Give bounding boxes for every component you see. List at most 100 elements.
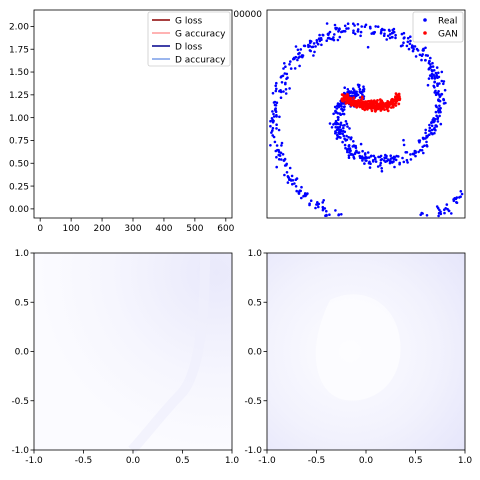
y-tick-label: 0.5 [248, 298, 262, 308]
real-point [313, 50, 316, 54]
heatmap-right-contour [315, 294, 401, 401]
real-point [428, 123, 431, 127]
real-point [339, 113, 343, 116]
real-point [417, 150, 420, 154]
real-point [339, 136, 342, 139]
real-point [334, 111, 338, 114]
real-point [307, 43, 310, 47]
real-point [377, 155, 380, 159]
real-point [391, 28, 395, 32]
real-point [389, 157, 393, 160]
real-point [312, 54, 315, 57]
y-tick-label: 0.50 [9, 159, 29, 169]
real-point [283, 72, 287, 75]
y-tick-label: 0.00 [9, 205, 29, 215]
real-point [284, 82, 287, 86]
real-point [346, 125, 349, 128]
real-point [389, 154, 393, 157]
gan-point [385, 107, 389, 111]
real-point [298, 189, 302, 192]
gan-point [369, 107, 373, 110]
real-point [356, 83, 360, 87]
gan-point [341, 97, 345, 101]
real-point [271, 121, 275, 124]
real-point [284, 65, 287, 68]
loss-y-axis: 0.00 0.25 0.50 0.75 1.00 1.25 1.50 1.75 2.00 [9, 23, 34, 215]
real-point [438, 95, 442, 99]
y-tick-label: 0.5 [15, 298, 29, 308]
real-point [346, 149, 349, 152]
real-point [283, 62, 286, 65]
real-point [427, 67, 431, 71]
gan-point [379, 106, 383, 110]
real-point [402, 37, 406, 40]
real-point [384, 153, 387, 157]
real-point [365, 159, 368, 162]
real-point [334, 131, 338, 134]
real-point [270, 131, 273, 134]
real-point [405, 44, 409, 48]
real-point [418, 53, 422, 57]
real-point [275, 144, 279, 147]
real-point [297, 52, 300, 56]
real-point [415, 47, 419, 51]
real-point [410, 44, 414, 47]
real-point [421, 212, 424, 215]
y-tick-label: 2.00 [9, 23, 29, 33]
real-point [339, 128, 343, 131]
real-point [386, 34, 390, 38]
gan-point [347, 97, 350, 100]
real-point [438, 208, 441, 212]
heatmap-right-y-axis: -1.0 -0.5 0.0 0.5 1.0 [244, 249, 267, 456]
real-point [329, 37, 332, 41]
real-point [342, 129, 345, 133]
real-point [356, 28, 360, 31]
real-point [285, 162, 289, 166]
real-point [402, 31, 406, 35]
real-point [335, 137, 339, 140]
real-point [349, 149, 352, 152]
real-point [342, 134, 346, 138]
real-point [443, 88, 447, 92]
real-point [308, 203, 311, 207]
real-point [359, 30, 363, 34]
real-point [294, 45, 298, 48]
real-point [442, 82, 445, 86]
real-point [414, 151, 418, 154]
real-point [352, 22, 355, 26]
real-point [294, 178, 298, 181]
real-point [343, 86, 347, 89]
real-point [336, 133, 339, 137]
real-point [334, 209, 337, 212]
gan-point [390, 101, 394, 105]
real-point [444, 101, 447, 105]
real-point [425, 140, 428, 144]
real-point [358, 90, 362, 93]
real-point [345, 122, 349, 126]
real-point [275, 101, 279, 104]
real-point [338, 132, 342, 135]
sample-partial-tick: 00000 [233, 10, 262, 20]
real-point [430, 128, 434, 132]
real-point [343, 105, 346, 108]
legend-label: GAN [438, 29, 458, 39]
y-tick-label: 1.00 [9, 114, 29, 124]
real-point [438, 114, 441, 118]
legend-label: D accuracy [175, 55, 226, 65]
gan-point [395, 96, 399, 99]
real-point [285, 171, 289, 174]
real-point [314, 206, 317, 210]
real-point [411, 49, 415, 53]
real-point [295, 189, 299, 193]
real-point [402, 138, 405, 142]
x-tick-label: 1.0 [458, 456, 473, 466]
real-point [380, 169, 384, 173]
real-point [271, 126, 275, 130]
real-point [426, 83, 430, 87]
gan-point [397, 92, 401, 96]
real-point [437, 214, 440, 218]
gan-point [382, 104, 386, 108]
real-point [321, 208, 325, 212]
real-point [436, 120, 440, 123]
gan-point [346, 93, 349, 96]
